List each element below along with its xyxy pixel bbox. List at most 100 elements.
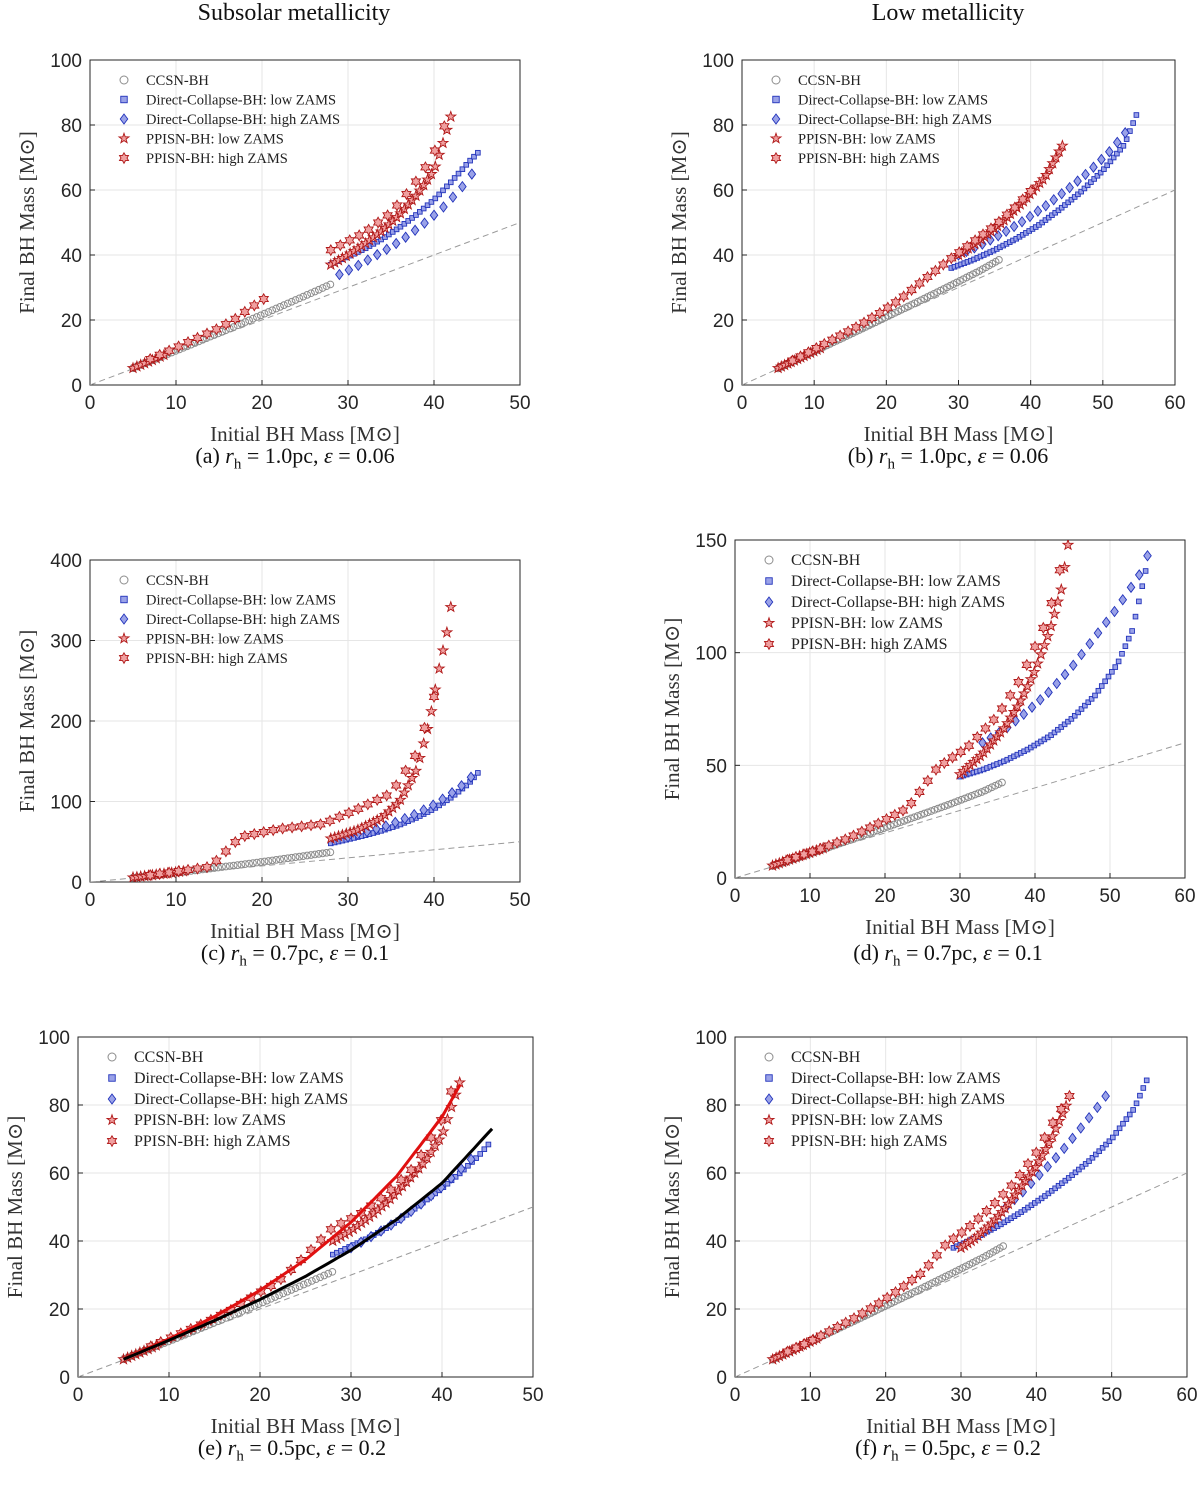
ccsn-marker (222, 862, 230, 871)
ppisn-high-marker (275, 1273, 287, 1286)
ccsn-marker (957, 795, 966, 804)
ppisn-high-marker (989, 1196, 1001, 1210)
ppisn-high-marker (889, 808, 901, 822)
dc-low-marker (1098, 683, 1105, 689)
reference-line (735, 742, 1185, 878)
ppisn-high-marker (1006, 1179, 1017, 1192)
x-tick-label: 40 (431, 1385, 452, 1406)
ppisn-high-marker (429, 144, 441, 157)
ppisn-low-marker (409, 189, 423, 202)
ccsn-marker (241, 860, 250, 868)
ppisn-low-marker (1011, 699, 1024, 712)
legend-label-ppHigh: PPISN-BH: high ZAMS (791, 1133, 947, 1150)
dc-low-marker (436, 191, 442, 198)
dc-high-marker (1044, 686, 1053, 699)
ppisn-low-marker (416, 1157, 430, 1170)
legend-ppisn-high-marker (770, 151, 782, 165)
series-dcHigh (343, 771, 476, 843)
dc-low-marker (1078, 188, 1084, 195)
y-tick-label: 20 (61, 311, 82, 332)
ppisn-high-marker (428, 690, 440, 704)
dc-high-marker (420, 217, 429, 229)
x-tick-label: 0 (85, 393, 96, 414)
caption-epsilon-symbol: ε (983, 940, 992, 965)
dc-low-marker (1109, 669, 1115, 675)
ppisn-high-marker (230, 835, 241, 849)
dc-low-marker (1114, 150, 1120, 157)
ccsn-marker (316, 1273, 324, 1282)
dc-high-marker (438, 793, 447, 805)
caption-r-symbol: r (882, 1435, 892, 1460)
ccsn-marker (913, 812, 922, 820)
dc-low-marker (463, 162, 470, 168)
caption-rh-value: = 1.0pc, (241, 443, 325, 468)
ppisn-high-marker (344, 234, 356, 247)
ppisn-low-marker (425, 167, 438, 180)
ccsn-marker (241, 318, 250, 326)
ppisn-low-marker (404, 1170, 417, 1183)
ppisn-high-marker (258, 825, 270, 839)
dc-low-marker (1106, 1138, 1113, 1145)
ccsn-marker (283, 854, 292, 863)
dc-high-marker (1081, 168, 1090, 181)
dc-low-marker (459, 166, 466, 172)
dc-high-marker (447, 787, 457, 799)
ppisn-high-marker (955, 745, 967, 759)
ppisn-low-marker (405, 771, 419, 784)
ccsn-marker (303, 1278, 312, 1287)
dc-low-marker (1078, 706, 1085, 712)
ppisn-high-marker (401, 187, 412, 201)
ppisn-high-marker (806, 845, 818, 858)
ppisn-low-marker (440, 625, 454, 638)
caption-letter: (e) (197, 1435, 228, 1460)
dc-high-marker (354, 259, 363, 272)
dc-high-marker (1060, 668, 1070, 681)
dc-high-marker (1126, 581, 1136, 594)
caption-d: (d) rh = 0.7pc, ε = 0.1 (718, 940, 1178, 970)
ppisn-high-marker (915, 1267, 926, 1281)
dc-high-marker (1093, 1101, 1102, 1114)
ccsn-marker (275, 1291, 283, 1300)
caption-h-subscript: h (891, 1448, 899, 1465)
ppisn-high-marker (334, 239, 346, 252)
data-points (771, 112, 1140, 374)
caption-h-subscript: h (236, 1448, 244, 1465)
x-tick-label: 10 (158, 1385, 179, 1406)
ppisn-low-marker (1004, 711, 1017, 724)
ppisn-high-marker (382, 209, 393, 222)
ccsn-marker (937, 803, 946, 812)
dc-low-marker (1123, 1116, 1130, 1122)
dc-low-marker (455, 788, 462, 795)
dc-high-marker (401, 231, 410, 243)
ccsn-marker (964, 793, 973, 802)
legend-dc-high-marker (764, 596, 774, 608)
fit-curve-red (122, 1083, 462, 1361)
ccsn-marker (303, 291, 312, 299)
ccsn-marker (930, 805, 939, 814)
legend-label-ppHigh: PPISN-BH: high ZAMS (146, 151, 288, 167)
ppisn-high-marker (1021, 658, 1033, 672)
caption-eps-value: = 0.2 (989, 1435, 1041, 1460)
ppisn-high-marker (363, 223, 375, 236)
grid (734, 539, 1186, 879)
ppisn-low-marker (1046, 156, 1060, 169)
ccsn-marker (947, 799, 956, 808)
ccsn-marker (903, 815, 912, 824)
ppisn-high-marker (1046, 596, 1057, 610)
ppisn-low-marker (428, 159, 442, 172)
ccsn-marker (326, 848, 335, 857)
ppisn-low-marker (1034, 647, 1048, 660)
ccsn-marker (268, 856, 277, 865)
dc-high-marker (1085, 637, 1095, 650)
ppisn-high-marker (948, 1232, 959, 1245)
dc-high-marker (419, 804, 428, 816)
ccsn-marker (923, 808, 932, 817)
x-tick-label: 40 (1020, 393, 1041, 414)
dc-low-marker (1120, 1120, 1126, 1127)
dc-low-marker (401, 221, 408, 227)
caption-letter: (d) (853, 940, 885, 965)
legend-label-dcLow: Direct-Collapse-BH: low ZAMS (798, 93, 988, 109)
ppisn-high-marker (1014, 1168, 1026, 1182)
ppisn-high-marker (939, 1239, 951, 1252)
caption-rh-value: = 0.5pc, (898, 1435, 982, 1460)
